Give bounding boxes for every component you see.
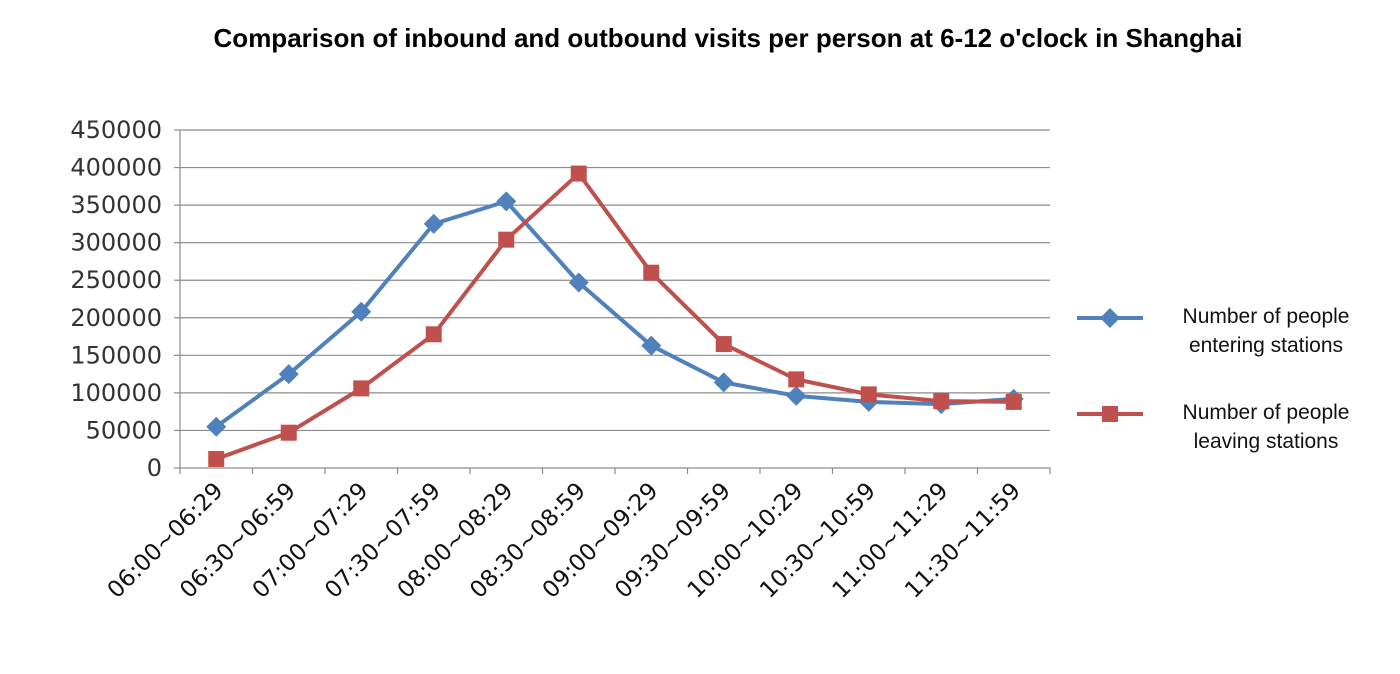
series-line bbox=[215, 171, 1014, 461]
data-point-square bbox=[498, 231, 515, 248]
y-tick-label: 150000 bbox=[70, 341, 162, 369]
gridlines bbox=[180, 129, 1050, 432]
data-point-diamond bbox=[496, 191, 517, 212]
y-tick-label: 200000 bbox=[70, 304, 162, 332]
data-point-square bbox=[860, 386, 877, 403]
legend-label: Number of people bbox=[1183, 401, 1350, 424]
chart-title: Comparison of inbound and outbound visit… bbox=[214, 23, 1243, 53]
data-point-diamond bbox=[206, 416, 227, 437]
y-tick-label: 400000 bbox=[70, 154, 162, 182]
y-tick-label: 50000 bbox=[86, 416, 162, 444]
data-point-square bbox=[933, 393, 950, 410]
legend-item-1: Number of people entering stations bbox=[1077, 305, 1349, 357]
legend-label: entering stations bbox=[1189, 334, 1343, 357]
data-point-diamond bbox=[786, 385, 807, 406]
data-point-square bbox=[208, 450, 225, 467]
y-tick-label: 350000 bbox=[70, 191, 162, 219]
data-point-square bbox=[715, 336, 732, 353]
data-point-square bbox=[788, 371, 805, 388]
legend-item-2: Number of people leaving stations bbox=[1077, 401, 1349, 453]
y-tick-label: 250000 bbox=[70, 266, 162, 294]
data-point-diamond bbox=[641, 335, 662, 356]
y-axis-ticks: 0 50000 100000 150000 200000 250000 300000 3500… bbox=[70, 116, 162, 482]
data-point-square bbox=[570, 165, 587, 182]
legend-marker-square bbox=[1102, 406, 1118, 422]
y-tick-label: 0 bbox=[147, 454, 162, 482]
legend-label: leaving stations bbox=[1194, 430, 1339, 453]
axes bbox=[174, 129, 1051, 474]
data-point-diamond bbox=[423, 213, 444, 234]
data-point-diamond bbox=[568, 272, 589, 293]
legend-marker-diamond bbox=[1100, 308, 1120, 328]
data-point-square bbox=[1005, 393, 1022, 410]
data-point-diamond bbox=[713, 372, 734, 393]
data-point-diamond bbox=[278, 364, 299, 385]
legend-label: Number of people bbox=[1183, 305, 1350, 328]
y-tick-label: 450000 bbox=[70, 116, 162, 144]
data-point-square bbox=[353, 380, 370, 397]
y-tick-label: 100000 bbox=[70, 379, 162, 407]
data-point-square bbox=[425, 326, 442, 343]
data-point-square bbox=[643, 264, 660, 281]
series-2 bbox=[208, 165, 1022, 467]
data-point-square bbox=[280, 424, 297, 441]
data-point-diamond bbox=[351, 301, 372, 322]
series-line bbox=[215, 199, 1014, 429]
x-axis-ticks: 06:00~06:2906:30~06:5907:00~07:2907:30~0… bbox=[103, 478, 1026, 604]
y-tick-label: 300000 bbox=[70, 229, 162, 257]
series bbox=[206, 165, 1024, 467]
series-1 bbox=[206, 191, 1024, 437]
